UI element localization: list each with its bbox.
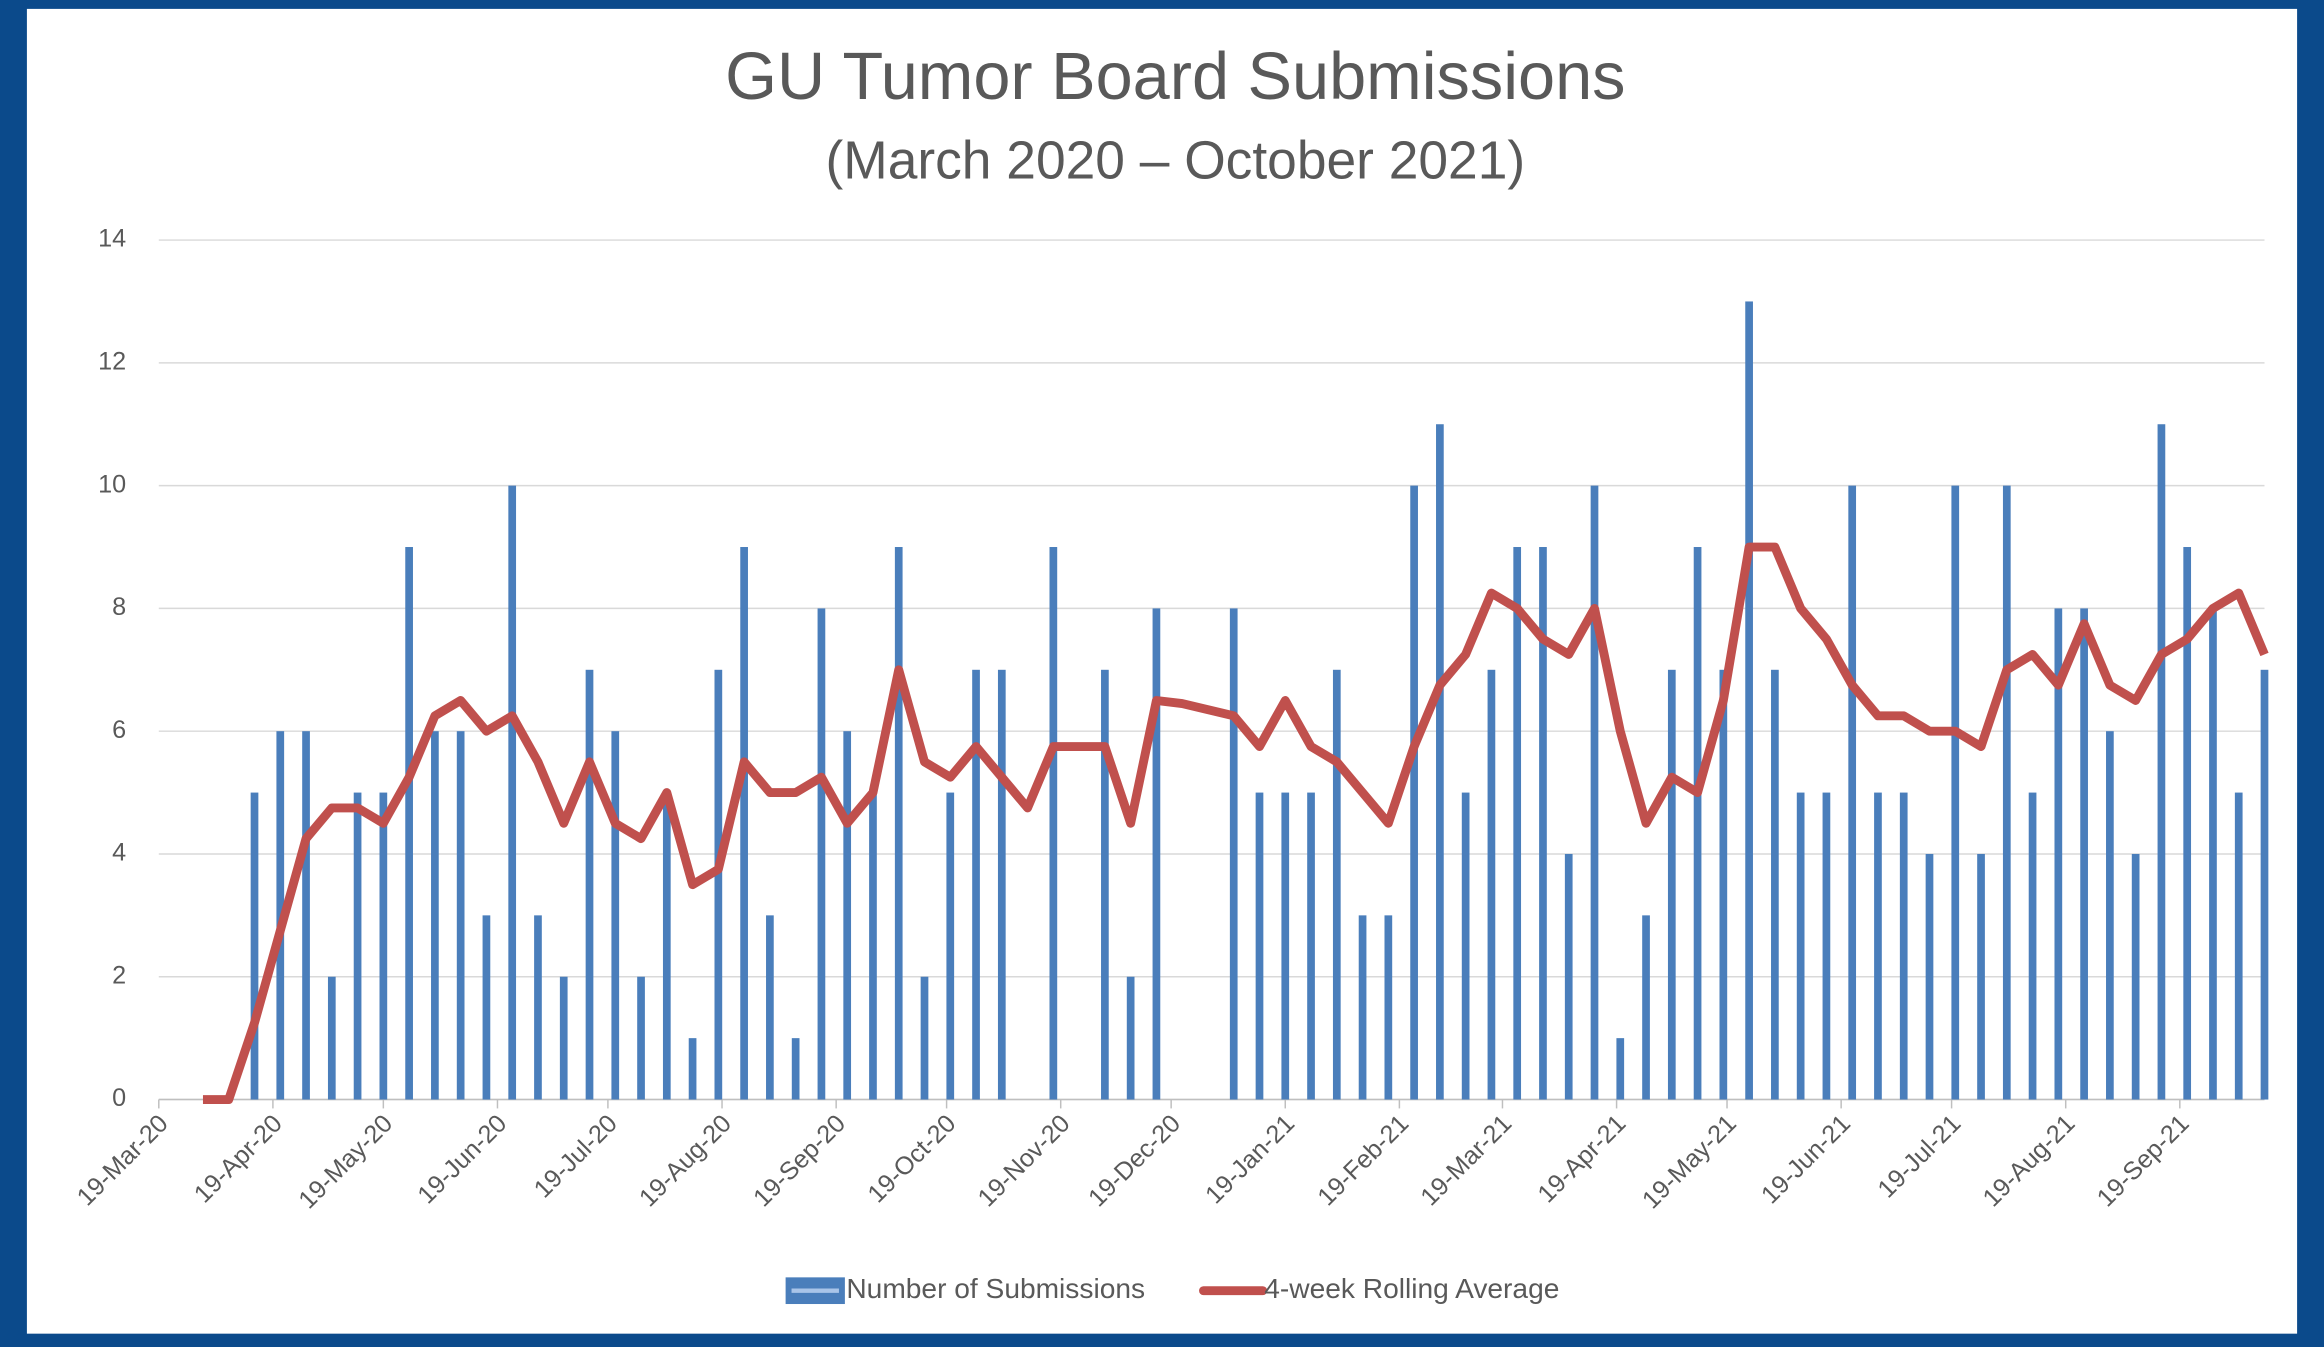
bar <box>1796 792 1805 1100</box>
chart-title: GU Tumor Board Submissions <box>725 40 1625 114</box>
bar <box>534 915 542 1100</box>
bar <box>1307 792 1315 1100</box>
bar <box>508 485 517 1100</box>
bar <box>2028 792 2037 1100</box>
bar <box>2183 547 2192 1100</box>
bar <box>302 731 310 1100</box>
bar <box>1539 547 1547 1100</box>
legend-label: Number of Submissions <box>846 1273 1145 1304</box>
bar <box>1461 792 1470 1100</box>
y-tick-label: 8 <box>112 593 126 621</box>
bar <box>1564 853 1573 1100</box>
bar <box>997 669 1006 1100</box>
bar <box>1977 853 1985 1100</box>
bar <box>894 547 903 1100</box>
bar <box>817 608 826 1100</box>
bar <box>1745 301 1753 1100</box>
bar <box>791 1038 800 1100</box>
bar <box>1229 608 1238 1100</box>
bar <box>456 731 465 1100</box>
bar <box>405 547 413 1100</box>
y-tick-label: 6 <box>112 716 126 744</box>
bar <box>2080 608 2088 1100</box>
bar <box>1126 976 1135 1100</box>
bar <box>353 792 362 1100</box>
bar <box>1152 608 1161 1100</box>
bar <box>1822 792 1831 1100</box>
bar <box>920 976 929 1100</box>
y-tick-label: 10 <box>98 470 126 498</box>
bar <box>559 976 568 1100</box>
y-tick-label: 12 <box>98 347 126 375</box>
bar <box>1667 669 1676 1100</box>
y-tick-label: 2 <box>112 961 126 989</box>
bar <box>1642 915 1650 1100</box>
y-tick-label: 14 <box>98 225 126 253</box>
bar <box>250 792 259 1100</box>
bar <box>482 915 491 1100</box>
bar <box>2260 669 2269 1100</box>
bar <box>2106 731 2114 1100</box>
bar <box>1049 547 1058 1100</box>
bar <box>1925 853 1934 1100</box>
bar <box>431 731 439 1100</box>
y-tick-label: 0 <box>112 1084 126 1112</box>
bar <box>1384 915 1393 1100</box>
bar <box>585 669 594 1100</box>
bar <box>379 792 388 1100</box>
legend-label: 4-week Rolling Average <box>1264 1273 1559 1304</box>
bar <box>1281 792 1290 1100</box>
bar <box>1513 547 1522 1100</box>
bar <box>2209 608 2217 1100</box>
bar <box>1719 669 1728 1100</box>
bar <box>2131 853 2140 1100</box>
bar <box>972 669 980 1100</box>
bar <box>2234 792 2243 1100</box>
bar <box>1255 792 1264 1100</box>
bar <box>637 976 645 1100</box>
bar <box>1487 669 1496 1100</box>
bar <box>327 976 336 1100</box>
bar <box>1693 547 1702 1100</box>
bar <box>1101 669 1109 1100</box>
bar <box>688 1038 697 1100</box>
bar <box>1332 669 1341 1100</box>
bar <box>1951 485 1960 1100</box>
bar <box>2054 608 2063 1100</box>
chart-subtitle: (March 2020 – October 2021) <box>826 132 1526 191</box>
bar <box>766 915 774 1100</box>
bar <box>740 547 748 1100</box>
bar <box>946 792 955 1100</box>
bar <box>662 792 671 1100</box>
y-tick-label: 4 <box>112 839 126 867</box>
bar <box>1848 485 1857 1100</box>
bar <box>869 792 877 1100</box>
bar <box>1410 485 1418 1100</box>
bar <box>1874 792 1882 1100</box>
line <box>202 542 2269 1104</box>
bar <box>714 669 723 1100</box>
bar <box>1358 915 1367 1100</box>
bar <box>1590 485 1599 1100</box>
bar <box>611 731 620 1100</box>
bar <box>1899 792 1908 1100</box>
bar <box>2157 424 2166 1100</box>
bar <box>843 731 852 1100</box>
bar <box>2002 485 2011 1100</box>
bar <box>1616 1038 1625 1100</box>
bar <box>1771 669 1779 1100</box>
bar <box>1436 424 1444 1100</box>
